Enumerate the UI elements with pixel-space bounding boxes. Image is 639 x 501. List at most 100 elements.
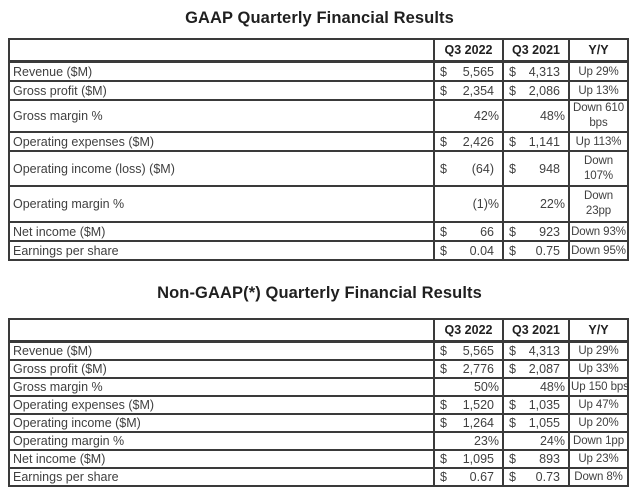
column-header-q3-2022: Q3 2022 [433,318,504,343]
value-cell-q3-2021: $1,141 [502,131,570,152]
currency-symbol: $ [440,243,447,258]
value-cell-q3-2021: 48% [502,99,570,133]
cell-value: (64) [471,161,494,176]
row-label: Gross margin % [8,377,435,397]
value-cell-q3-2021: 48% [502,377,570,397]
currency-symbol: $ [509,344,516,358]
cell-value: 48% [539,109,565,123]
value-cell-q3-2022: $1,095 [433,449,504,469]
value-cell-q3-2022: 50% [433,377,504,397]
yoy-cell: Up 29% [568,340,629,361]
column-header-yoy: Y/Y [568,38,629,63]
value-cell-q3-2022: $2,354 [433,80,504,101]
cell-value: 0.75 [535,243,560,258]
yoy-cell: Down 610 bps [568,99,629,133]
yoy-cell: Up 29% [568,60,629,82]
value-cell-q3-2021: $4,313 [502,60,570,82]
cell-value: 2,776 [462,362,494,376]
value-cell-q3-2022: 42% [433,99,504,133]
value-cell-q3-2021: $948 [502,150,570,187]
row-label: Gross profit ($M) [8,80,435,101]
row-label: Operating expenses ($M) [8,131,435,152]
gaap-results-table: Q3 2022 Q3 2021 Y/Y Revenue ($M) $5,565 … [8,38,629,261]
value-cell-q3-2022: 23% [433,431,504,451]
table-row: Operating expenses ($M) $1,520 $1,035 Up… [8,395,629,415]
value-cell-q3-2021: $0.75 [502,240,570,261]
currency-symbol: $ [440,452,447,466]
cell-value: 1,035 [528,398,560,412]
cell-value: 50% [473,380,499,394]
cell-value: 4,313 [528,344,560,358]
row-label: Earnings per share [8,467,435,487]
cell-value: 923 [539,224,560,239]
cell-value: 2,354 [462,83,494,98]
column-header-q3-2022: Q3 2022 [433,38,504,63]
currency-symbol: $ [509,64,516,79]
value-cell-q3-2022: $1,264 [433,413,504,433]
cell-value: 1,095 [462,452,494,466]
table-row: Revenue ($M) $5,565 $4,313 Up 29% [8,340,629,361]
non-gaap-results-table: Q3 2022 Q3 2021 Y/Y Revenue ($M) $5,565 … [8,318,629,487]
cell-value: 1,264 [462,416,494,430]
row-label: Operating margin % [8,431,435,451]
currency-symbol: $ [509,416,516,430]
currency-symbol: $ [440,398,447,412]
non-gaap-results-title: Non-GAAP(*) Quarterly Financial Results [157,284,482,302]
cell-value: 2,086 [528,83,560,98]
column-header-yoy: Y/Y [568,318,629,343]
value-cell-q3-2022: $5,565 [433,340,504,361]
currency-symbol: $ [509,398,516,412]
table-row: Gross profit ($M) $2,354 $2,086 Up 13% [8,80,629,101]
row-label: Net income ($M) [8,449,435,469]
yoy-cell: Down 23pp [568,185,629,223]
cell-value: 1,520 [462,398,494,412]
table-row: Earnings per share $0.04 $0.75 Down 95% [8,240,629,261]
cell-value: 5,565 [462,344,494,358]
row-label: Earnings per share [8,240,435,261]
currency-symbol: $ [509,161,516,176]
row-label: Revenue ($M) [8,60,435,82]
currency-symbol: $ [440,470,447,484]
table-row: Gross profit ($M) $2,776 $2,087 Up 33% [8,359,629,379]
currency-symbol: $ [440,344,447,358]
row-label: Operating expenses ($M) [8,395,435,415]
row-label: Operating income ($M) [8,413,435,433]
value-cell-q3-2022: $1,520 [433,395,504,415]
table-row: Operating margin % 23% 24% Down 1pp [8,431,629,451]
value-cell-q3-2021: $893 [502,449,570,469]
cell-value: 5,565 [462,64,494,79]
row-label: Net income ($M) [8,221,435,242]
row-label: Gross profit ($M) [8,359,435,379]
yoy-cell: Up 23% [568,449,629,469]
cell-value: 1,141 [528,134,560,149]
table-row: Revenue ($M) $5,565 $4,313 Up 29% [8,60,629,82]
row-label: Revenue ($M) [8,340,435,361]
cell-value: 4,313 [528,64,560,79]
currency-symbol: $ [509,362,516,376]
yoy-cell: Down 95% [568,240,629,261]
value-cell-q3-2022: $2,426 [433,131,504,152]
cell-value: 1,055 [528,416,560,430]
cell-value: 23% [473,434,499,448]
table-row: Net income ($M) $1,095 $893 Up 23% [8,449,629,469]
cell-value: 2,087 [528,362,560,376]
value-cell-q3-2021: $2,086 [502,80,570,101]
column-header-q3-2021: Q3 2021 [502,318,570,343]
yoy-cell: Up 113% [568,131,629,152]
value-cell-q3-2022: $2,776 [433,359,504,379]
value-cell-q3-2021: 24% [502,431,570,451]
row-label: Operating margin % [8,185,435,223]
header-row: Q3 2022 Q3 2021 Y/Y [8,318,629,343]
yoy-cell: Up 47% [568,395,629,415]
cell-value: 948 [539,161,560,176]
cell-value: (1)% [472,197,499,211]
cell-value: 48% [539,380,565,394]
currency-symbol: $ [509,83,516,98]
row-label: Operating income (loss) ($M) [8,150,435,187]
table-row: Operating income (loss) ($M) $ (64) $948 … [8,150,629,187]
currency-symbol: $ [440,134,447,149]
currency-symbol: $ [509,134,516,149]
cell-value: 0.04 [469,243,494,258]
table-header: Q3 2022 Q3 2021 Y/Y [8,318,629,343]
value-cell-q3-2022: $0.04 [433,240,504,261]
